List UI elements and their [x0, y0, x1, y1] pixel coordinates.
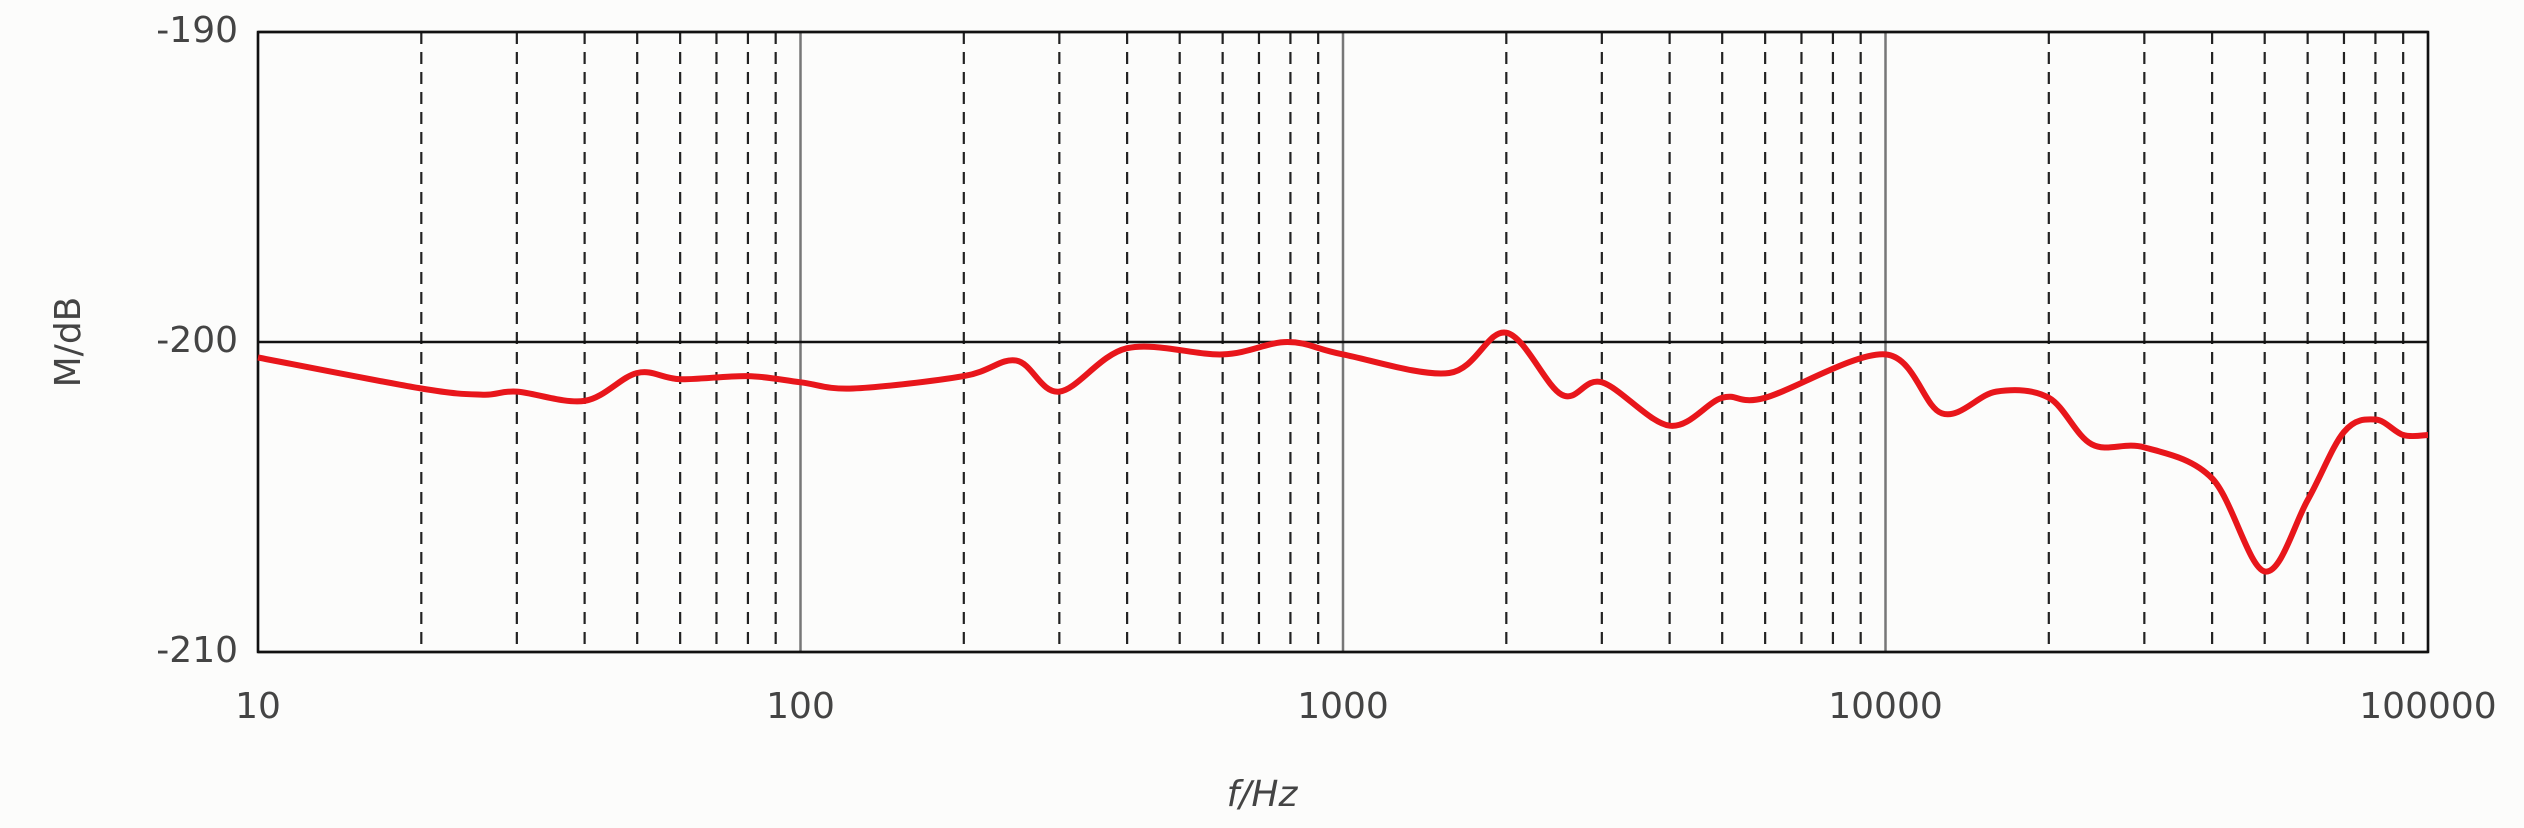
x-tick-label: 100000 [2359, 686, 2496, 727]
x-axis-label: f/Hz [1227, 774, 1299, 815]
data-line [257, 329, 2429, 575]
y-tick-label: -200 [156, 320, 238, 361]
x-tick-label: 10 [235, 686, 281, 727]
y-axis-label: M/dB [48, 297, 89, 388]
y-tick-label: -210 [156, 630, 238, 671]
x-tick-label: 1000 [1297, 686, 1389, 727]
x-tick-label: 10000 [1828, 686, 1943, 727]
x-tick-label: 100 [766, 686, 835, 727]
y-tick-label: -190 [156, 10, 238, 51]
plot-frame [256, 30, 2430, 654]
